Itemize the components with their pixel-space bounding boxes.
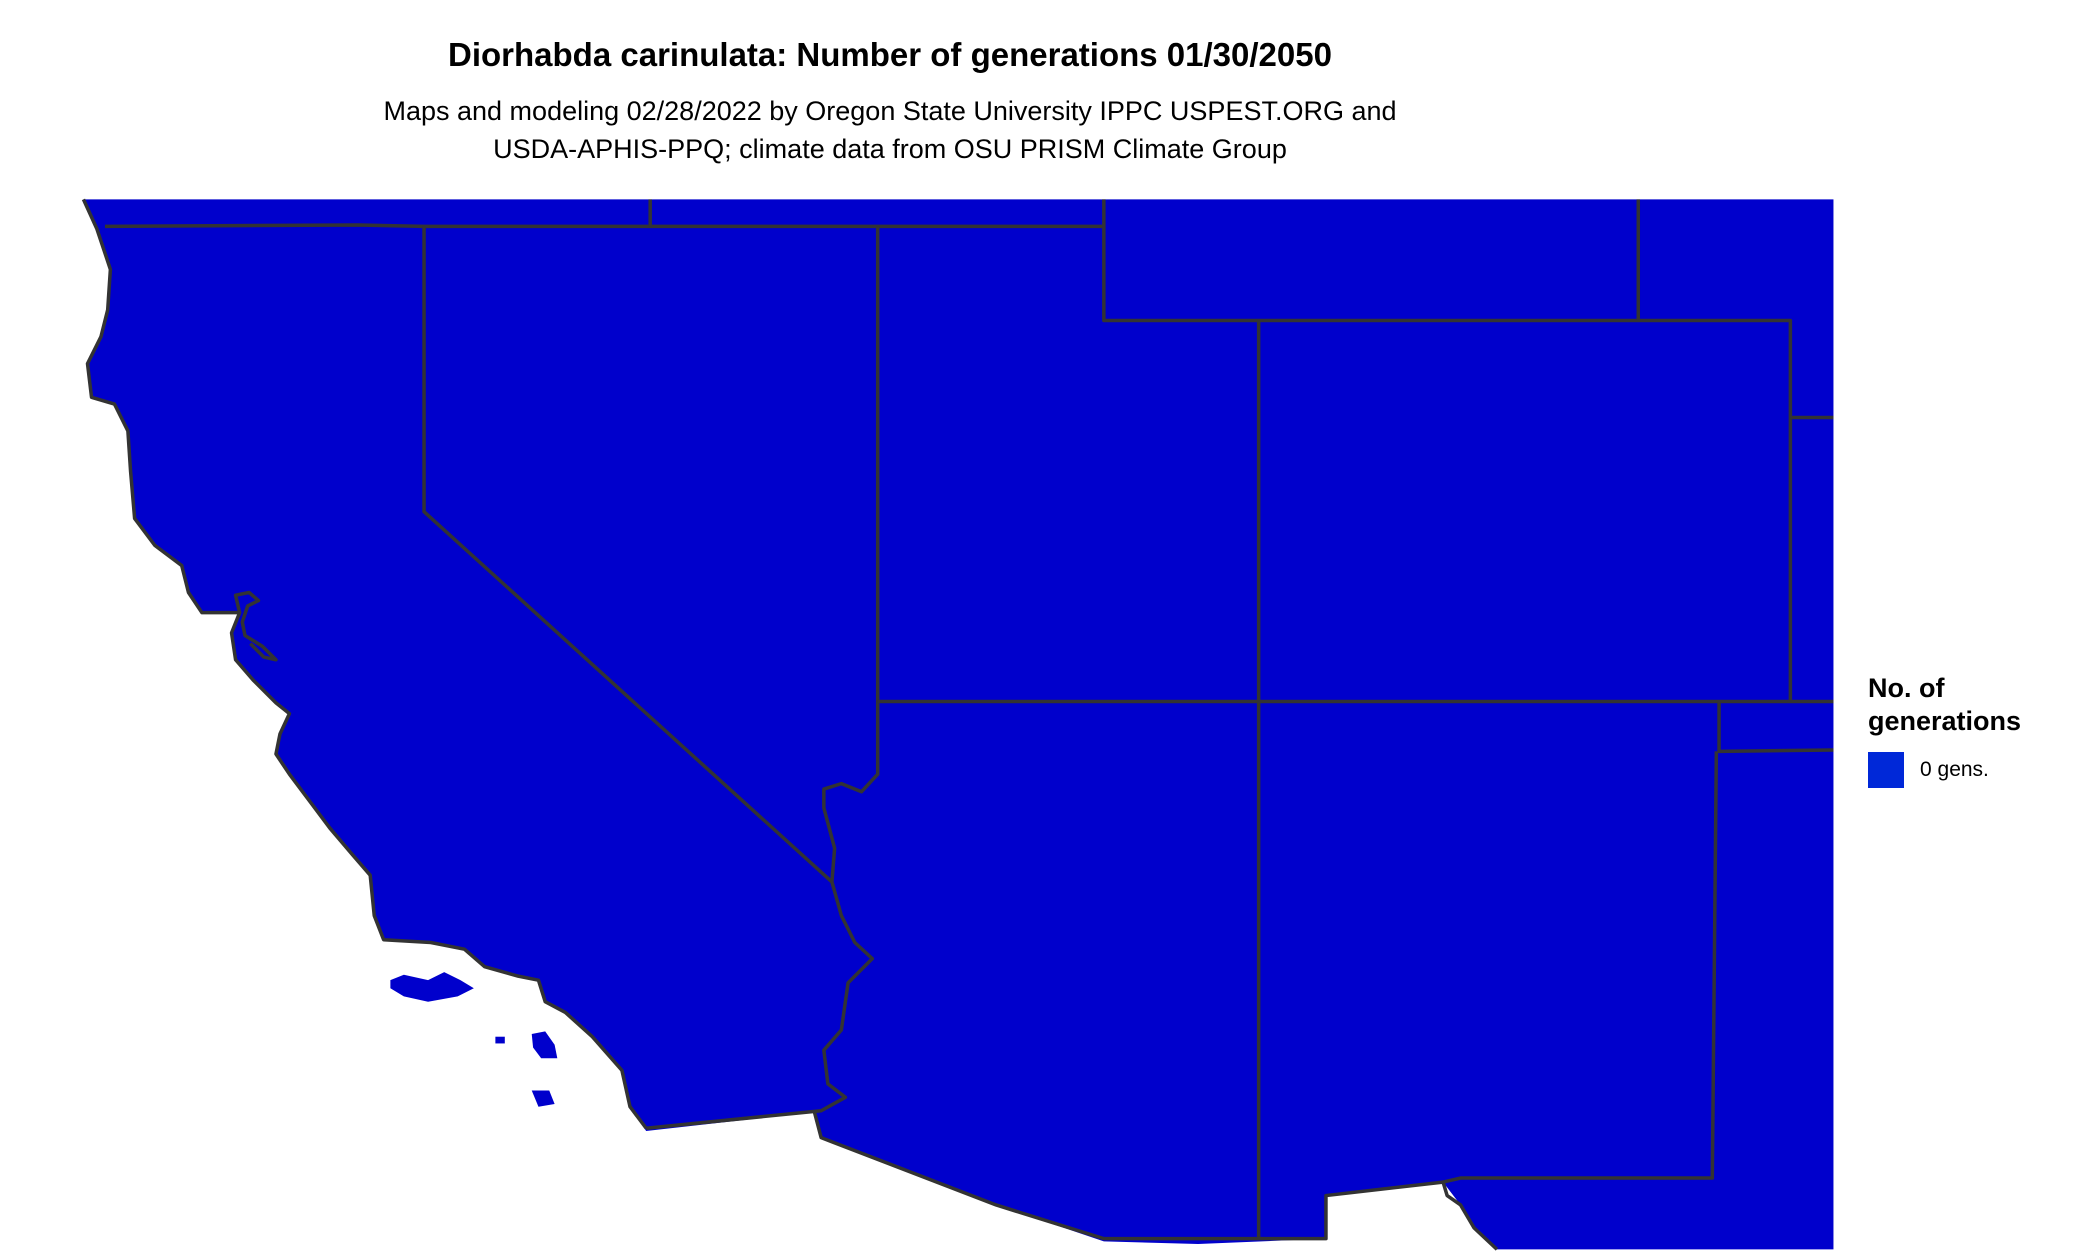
map-title: Diorhabda carinulata: Number of generati… [448, 36, 1332, 73]
state-border [104, 223, 1104, 229]
legend-swatch [1868, 752, 1904, 788]
island [531, 1090, 555, 1107]
legend-title-line: generations [1868, 706, 2022, 736]
subtitle-line: Maps and modeling 02/28/2022 by Oregon S… [383, 96, 1397, 126]
region-fill [83, 199, 1834, 1250]
legend-item: 0 gens. [1868, 752, 2021, 788]
island [495, 1036, 505, 1044]
state-border [81, 198, 648, 1130]
state-border [812, 1111, 1444, 1241]
legend-title: No. of generations [1868, 672, 2021, 738]
state-border [1717, 701, 1834, 754]
state-border [1102, 199, 1793, 702]
bay-outline [233, 590, 278, 662]
legend-title-line: No. of [1868, 673, 1945, 703]
legend: No. of generations 0 gens. [1868, 672, 2021, 788]
map-subtitle: Maps and modeling 02/28/2022 by Oregon S… [0, 92, 1780, 168]
subtitle-line: USDA-APHIS-PPQ; climate data from OSU PR… [493, 134, 1287, 164]
state-border [645, 226, 880, 1130]
state-border [422, 226, 834, 884]
state-border [1441, 751, 1719, 1251]
island [531, 1031, 558, 1059]
island [390, 972, 474, 1002]
legend-label: 0 gens. [1920, 758, 1989, 781]
